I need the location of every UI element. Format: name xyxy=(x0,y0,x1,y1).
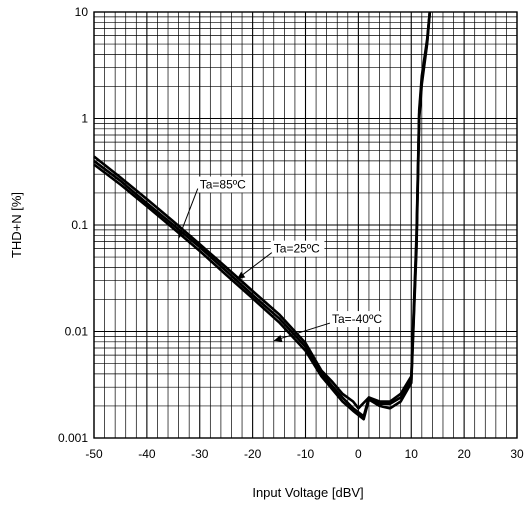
series-lines xyxy=(93,11,432,421)
x-tick-label: -30 xyxy=(191,447,209,461)
y-tick-label: 0.001 xyxy=(58,431,88,445)
y-tick-label: 10 xyxy=(75,5,89,19)
x-tick-labels: -50 -40 -30 -20 -10 0 10 20 30 xyxy=(85,447,524,461)
y-axis-title: THD+N [%] xyxy=(9,192,24,258)
annotation-arrowhead xyxy=(273,335,283,342)
annotation-label: Ta=85ºC xyxy=(200,178,246,192)
annotation-arrowhead xyxy=(178,229,185,239)
annotation-label: Ta=-40ºC xyxy=(332,312,382,326)
y-tick-label: 1 xyxy=(81,112,88,126)
x-tick-label: 0 xyxy=(355,447,362,461)
annotation-bg xyxy=(270,240,325,257)
x-axis-title: Input Voltage [dBV] xyxy=(252,485,363,500)
annotation-bg xyxy=(196,176,251,193)
grid xyxy=(93,12,518,439)
x-tick-label: 10 xyxy=(405,447,419,461)
annotation-arrowhead xyxy=(236,271,246,280)
x-tick-label: 30 xyxy=(510,447,524,461)
annotations: Ta=85ºC Ta=25ºC Ta=-40ºC xyxy=(178,176,390,342)
y-tick-label: 0.01 xyxy=(65,325,89,339)
plot-frame xyxy=(93,11,518,439)
annotation-leader xyxy=(178,188,199,239)
annotation-leader xyxy=(273,322,331,342)
x-tick-label: -10 xyxy=(297,447,315,461)
annotation-label: Ta=25ºC xyxy=(274,242,320,256)
y-tick-label: 0.1 xyxy=(71,218,88,232)
x-tick-label: -40 xyxy=(138,447,156,461)
plot-border xyxy=(93,11,518,439)
x-tick-label: 20 xyxy=(457,447,471,461)
series-line-3 xyxy=(93,11,432,421)
annotation-bg xyxy=(328,311,390,328)
y-tick-labels: 0.001 0.01 0.1 1 10 xyxy=(58,5,88,445)
x-tick-label: -50 xyxy=(85,447,103,461)
x-tick-label: -20 xyxy=(244,447,262,461)
